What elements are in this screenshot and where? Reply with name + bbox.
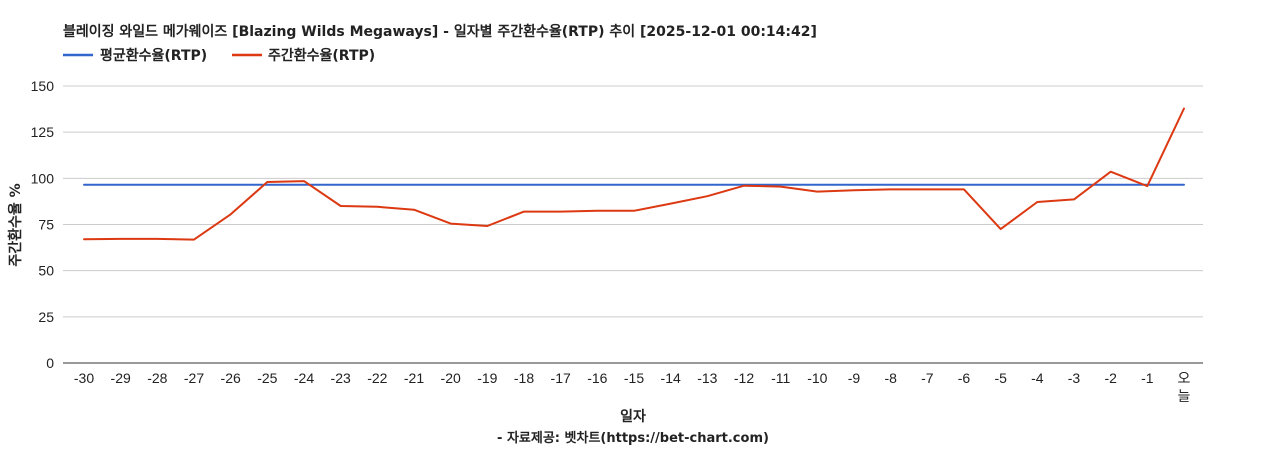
x-tick-label: -12 (734, 370, 754, 386)
y-tick-label: 25 (38, 309, 54, 325)
x-tick-label: -27 (184, 370, 204, 386)
x-tick-label: -26 (221, 370, 241, 386)
x-tick-label: -16 (587, 370, 607, 386)
x-tick-label: -24 (294, 370, 314, 386)
x-tick-label: -25 (257, 370, 277, 386)
x-tick-label: -1 (1141, 370, 1154, 386)
chart-title: 블레이징 와일드 메가웨이즈 [Blazing Wilds Megaways] … (63, 23, 817, 40)
x-axis-title: 일자 (620, 409, 646, 425)
x-tick-label: -8 (884, 370, 897, 386)
x-tick-label: -22 (367, 370, 387, 386)
gridlines (63, 85, 1203, 364)
x-tick-label: -17 (551, 370, 571, 386)
legend: 평균환수율(RTP) 주간환수율(RTP) (63, 47, 375, 64)
x-tick-label: -3 (1068, 370, 1081, 386)
x-tick-label: -5 (994, 370, 1007, 386)
x-tick-label: 오 (1178, 370, 1191, 386)
x-tick-label: -11 (771, 370, 790, 386)
y-tick-label: 0 (46, 355, 54, 371)
x-tick-label: -15 (624, 370, 644, 386)
x-tick-label: -18 (514, 370, 534, 386)
x-tick-label: -20 (441, 370, 461, 386)
legend-label-average: 평균환수율(RTP) (100, 47, 207, 64)
x-tick-label: -4 (1031, 370, 1044, 386)
x-tick-label: -28 (147, 370, 167, 386)
y-tick-label: 125 (31, 124, 55, 140)
x-tick-label: -6 (958, 370, 971, 386)
legend-label-weekly: 주간환수율(RTP) (268, 47, 375, 64)
y-tick-label: 50 (38, 263, 54, 279)
x-tick-label: -2 (1104, 370, 1117, 386)
x-tick-label: -30 (74, 370, 94, 386)
x-tick-label: -7 (921, 370, 934, 386)
x-tick-label: -9 (848, 370, 861, 386)
x-tick-label: -13 (697, 370, 717, 386)
x-tick-label: -21 (404, 370, 424, 386)
y-tick-label: 75 (38, 217, 54, 233)
x-tick-label: -19 (477, 370, 497, 386)
series-lines (83, 107, 1185, 241)
x-tick-label: -29 (111, 370, 131, 386)
y-tick-label: 100 (31, 170, 55, 186)
weekly-rtp-line (83, 107, 1185, 241)
y-tick-label: 150 (31, 78, 55, 94)
x-tick-label: -14 (661, 370, 681, 386)
y-axis-title: 주간환수율 % (7, 183, 24, 266)
y-tick-labels: 0 25 50 75 100 125 150 (31, 78, 55, 371)
source-credit: - 자료제공: 벳차트(https://bet-chart.com) (497, 430, 769, 446)
x-tick-labels: -30 -29 -28 -27 -26 -25 -24 -23 -22 -21 -20 -19 -18 -… (74, 370, 1191, 404)
x-tick-label: -10 (807, 370, 827, 386)
x-tick-label: 늘 (1178, 388, 1191, 404)
x-tick-label: -23 (331, 370, 351, 386)
